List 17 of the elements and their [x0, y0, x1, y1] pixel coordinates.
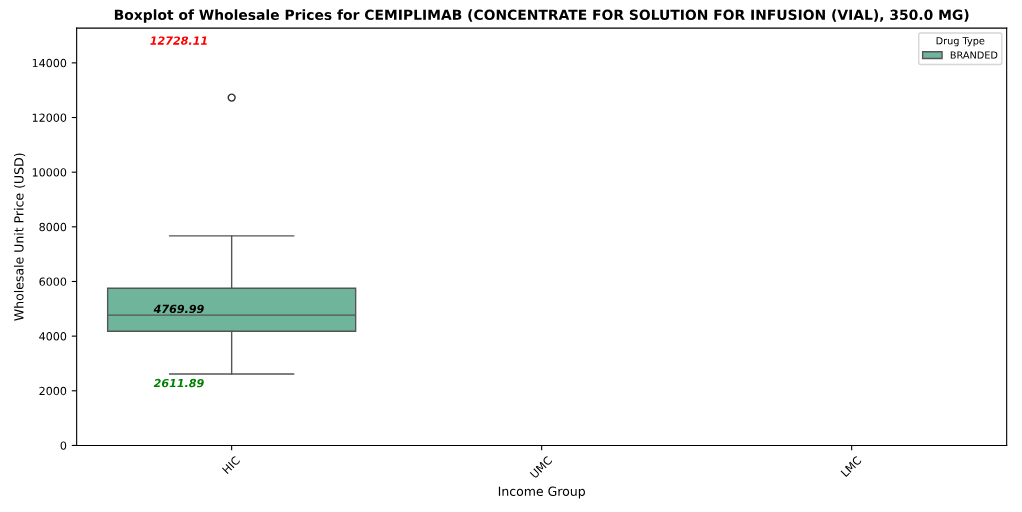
annotation: 12728.11: [150, 36, 207, 45]
y-tick-label: 4000: [39, 332, 67, 341]
annotation: 4769.99: [153, 304, 204, 314]
x-tick-label: HIC: [221, 455, 241, 475]
legend-title: Drug Type: [936, 37, 985, 47]
legend-label: BRANDED: [950, 51, 998, 59]
chart-title: Boxplot of Wholesale Prices for CEMIPLIMAB (CONCENTRATE FOR SOLUTION FOR INFUSION (VIAL), 350.0 MG): [114, 9, 969, 23]
y-tick-label: 14000: [32, 58, 67, 68]
y-tick-label: 0: [60, 441, 67, 450]
y-tick-label: 12000: [32, 113, 67, 122]
x-axis-title: Income Group: [498, 486, 585, 499]
y-tick-label: 10000: [32, 168, 67, 177]
annotation: 2611.89: [153, 378, 204, 388]
y-tick-label: 2000: [39, 386, 67, 396]
y-tick-label: 6000: [39, 277, 67, 286]
y-tick-label: 8000: [39, 222, 67, 232]
y-axis-title: Wholesale Unit Price (USD): [13, 153, 26, 321]
